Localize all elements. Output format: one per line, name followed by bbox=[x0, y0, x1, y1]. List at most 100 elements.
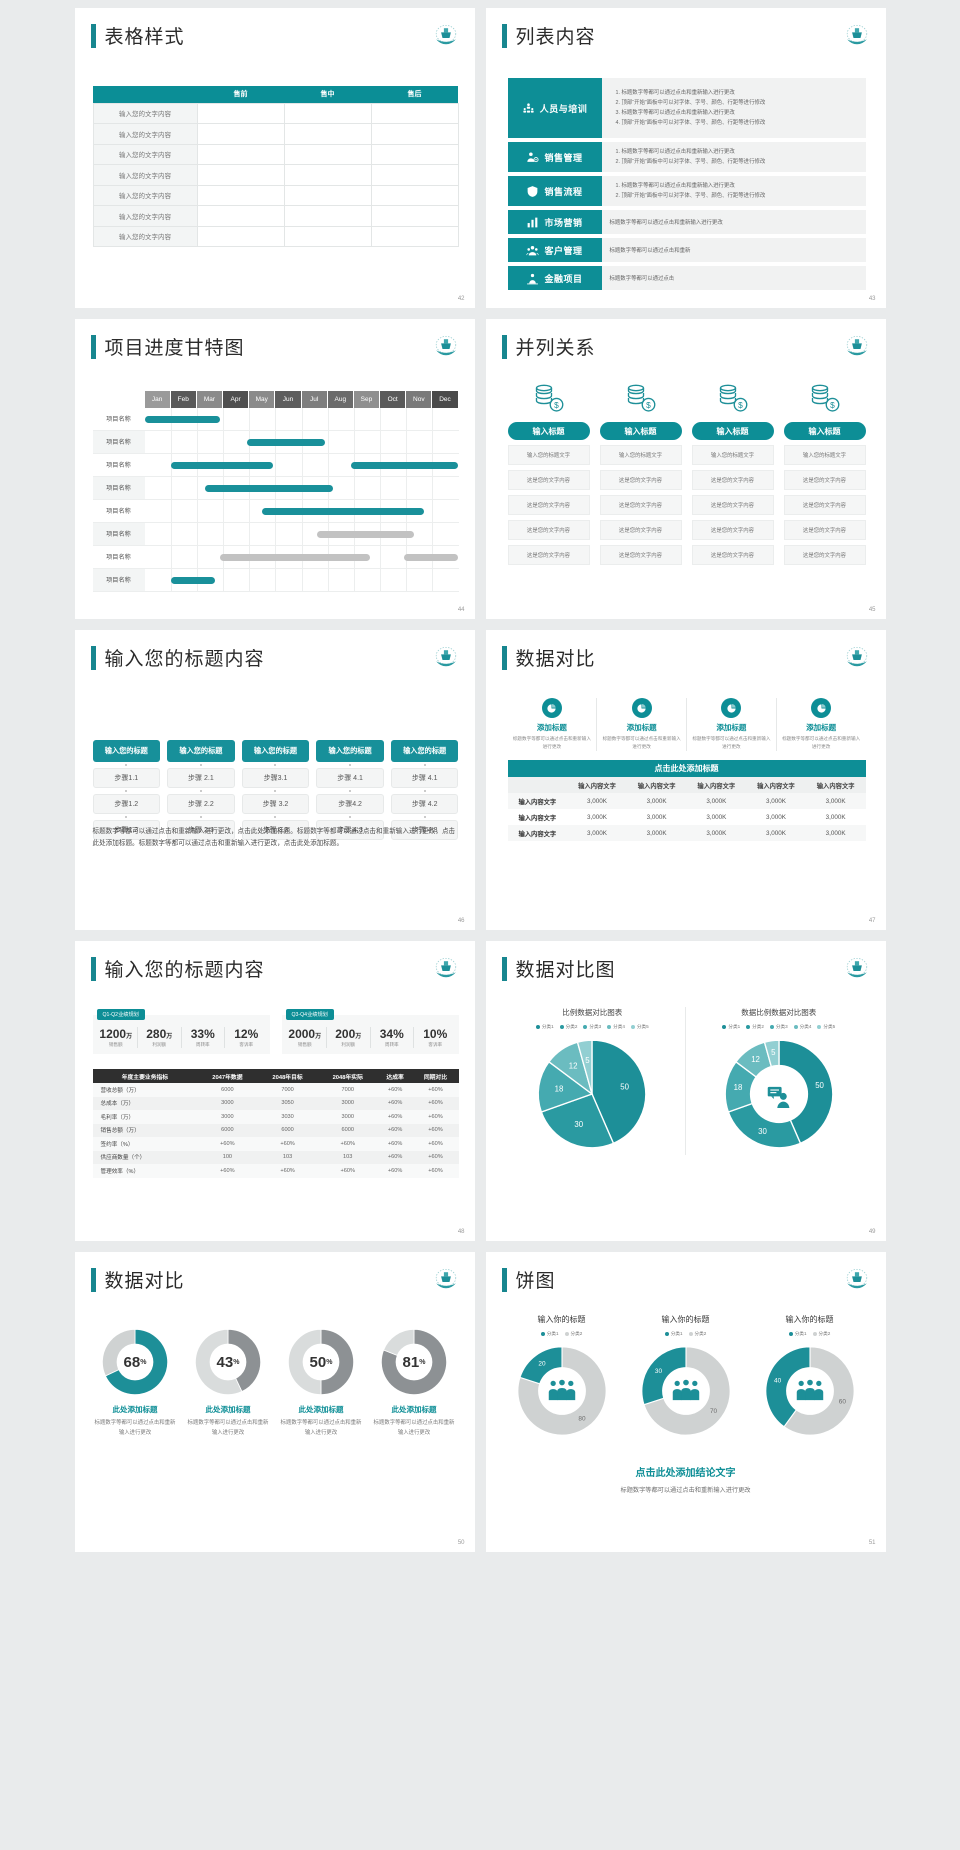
gantt-bar[interactable] bbox=[145, 416, 221, 423]
step-column-header[interactable]: 输入您的标题 bbox=[390, 740, 459, 762]
column-cell[interactable]: 这是您的文字内容 bbox=[507, 545, 590, 565]
step-column-header[interactable]: 输入您的标题 bbox=[167, 740, 235, 762]
list-item[interactable]: 金融项目 标题数字等都可以通过点击 bbox=[507, 266, 866, 290]
table-cell: 3000 bbox=[197, 1110, 258, 1124]
column-title-button[interactable]: 输入标题 bbox=[507, 422, 590, 440]
gantt-gridline bbox=[170, 546, 172, 568]
list-item-tag[interactable]: 金融项目 bbox=[507, 266, 602, 290]
step-cell[interactable]: 步骤1.2 bbox=[92, 794, 161, 814]
gantt-rows: 项目名称 项目名称 项目名称 项目名称 项目名称 项目名称 项目名称 项目名称 bbox=[92, 408, 459, 592]
step-column-header[interactable]: 输入您的标题 bbox=[241, 740, 310, 762]
card-title: 添加标题 bbox=[806, 723, 837, 732]
step-column-header[interactable]: 输入您的标题 bbox=[92, 740, 161, 762]
kpi-cell: 12% 客诉率 bbox=[225, 1027, 268, 1048]
table-cell bbox=[196, 205, 285, 227]
list-item[interactable]: 销售流程 标题数字等都可以通过点击和重新输入进行更改顶部“开始”面板中可以对字体、… bbox=[507, 176, 866, 206]
column-cell[interactable]: 输入您的标题文字 bbox=[507, 445, 590, 465]
gantt-bar[interactable] bbox=[170, 577, 216, 584]
column-cell[interactable]: 这是您的文字内容 bbox=[691, 545, 774, 565]
list-item[interactable]: 市场营销 标题数字等都可以通过点击和重新输入进行更改 bbox=[507, 210, 866, 234]
step-cell[interactable]: 步骤1.3 bbox=[92, 820, 161, 840]
table-cell: 3,000K bbox=[646, 813, 667, 821]
list-item-tag[interactable]: 销售流程 bbox=[507, 176, 602, 206]
column-cell[interactable]: 这是您的文字内容 bbox=[507, 520, 590, 540]
column-cell[interactable]: 这是您的文字内容 bbox=[599, 545, 682, 565]
column-cell[interactable]: 这是您的文字内容 bbox=[599, 520, 682, 540]
list-item-body: 标题数字等都可以通过点击 bbox=[601, 266, 866, 290]
column-cell[interactable]: 这是您的文字内容 bbox=[507, 495, 590, 515]
pie-slice[interactable] bbox=[537, 1060, 594, 1113]
gantt-bar[interactable] bbox=[220, 554, 370, 561]
column-cell[interactable]: 这是您的文字内容 bbox=[599, 470, 682, 490]
list-item-tag[interactable]: 市场营销 bbox=[507, 210, 602, 234]
gantt-row-label: 项目名称 bbox=[92, 500, 145, 523]
column-title-button[interactable]: 输入标题 bbox=[691, 422, 774, 440]
list-item-tag[interactable]: 客户管理 bbox=[507, 238, 602, 262]
step-cell[interactable]: 步骤3.1 bbox=[241, 768, 310, 788]
list-item[interactable]: 人员与培训 标题数字等都可以通过点击和重新输入进行更改顶部“开始”面板中可以对字体… bbox=[507, 78, 866, 138]
gantt-bar[interactable] bbox=[170, 462, 273, 469]
column-cell[interactable]: 这是您的文字内容 bbox=[691, 520, 774, 540]
list-item-label: 金融项目 bbox=[544, 273, 583, 284]
gantt-bar[interactable] bbox=[403, 554, 459, 561]
column-title-button[interactable]: 输入标题 bbox=[783, 422, 866, 440]
gantt-bar[interactable] bbox=[246, 439, 326, 446]
pie-slice[interactable] bbox=[591, 1039, 647, 1145]
donut-hole bbox=[302, 1343, 340, 1381]
column-cell[interactable]: 输入您的标题文字 bbox=[691, 445, 774, 465]
table-header-row: 年度主要业务指标 2047年数据 2048年目标 2048年实际 达成率 同期对比 bbox=[92, 1069, 459, 1083]
pie-slice[interactable] bbox=[540, 1093, 615, 1149]
step-cell[interactable]: 步骤 4.1 bbox=[316, 768, 384, 788]
step-column: 输入您的标题 步骤 4.1 步骤4.2 步骤 4.3 bbox=[316, 740, 384, 840]
gantt-gridline bbox=[353, 569, 355, 591]
column-cell[interactable]: 这是您的文字内容 bbox=[783, 495, 866, 515]
content-list: 人员与培训标题数字等都可以通过点击和重新输入进行更改顶部“开始”面板中可以对字体… bbox=[507, 78, 866, 294]
column-title-button[interactable]: 输入标题 bbox=[599, 422, 682, 440]
gantt-row: 项目名称 bbox=[92, 569, 459, 592]
step-columns: 输入您的标题 步骤1.1 步骤1.2 步骤1.3 输入您的标题 步骤 2.1 步骤 2.2 步… bbox=[92, 740, 459, 840]
step-cell[interactable]: 步骤 4.3 bbox=[390, 820, 459, 840]
gantt-bar[interactable] bbox=[351, 462, 459, 469]
column-cell[interactable]: 这是您的文字内容 bbox=[783, 520, 866, 540]
step-cell[interactable]: 步骤 4.2 bbox=[390, 794, 459, 814]
step-cell[interactable]: 步骤 4.3 bbox=[316, 820, 384, 840]
column-cell[interactable]: 这是您的文字内容 bbox=[783, 545, 866, 565]
column-cell[interactable]: 这是您的文字内容 bbox=[599, 495, 682, 515]
slide-header: 表格样式 bbox=[75, 8, 475, 49]
step-cell[interactable]: 步骤4.2 bbox=[316, 794, 384, 814]
list-item[interactable]: 客户管理 标题数字等都可以通过点击和重新 bbox=[507, 238, 866, 262]
gantt-bar[interactable] bbox=[204, 485, 333, 492]
coins-money-icon: $ bbox=[532, 383, 566, 418]
step-cell[interactable]: 步骤 3.2 bbox=[241, 794, 310, 814]
step-cell[interactable]: 步骤 2.1 bbox=[167, 768, 235, 788]
legend-item: 分类4 bbox=[793, 1024, 811, 1030]
table-header-cell: 达成率 bbox=[377, 1069, 413, 1083]
list-item-tag[interactable]: 销售管理 bbox=[507, 142, 602, 172]
page-number: 48 bbox=[457, 1229, 465, 1235]
step-cell[interactable]: 步骤 2.2 bbox=[167, 794, 235, 814]
column-cell[interactable]: 这是您的文字内容 bbox=[783, 470, 866, 490]
step-cell[interactable]: 步骤1.1 bbox=[92, 768, 161, 788]
list-item-tag[interactable]: 人员与培训 bbox=[507, 78, 602, 138]
step-cell[interactable]: 步骤 3.3 bbox=[241, 820, 310, 840]
gantt-bar[interactable] bbox=[262, 508, 425, 515]
column-cell[interactable]: 输入您的标题文字 bbox=[599, 445, 682, 465]
column-cell[interactable]: 输入您的标题文字 bbox=[783, 445, 866, 465]
pie-slice[interactable] bbox=[576, 1039, 593, 1095]
legend-label: 分类1 bbox=[728, 1024, 741, 1029]
column-cell[interactable]: 这是您的文字内容 bbox=[691, 495, 774, 515]
step-cell[interactable]: 步骤 2.3 bbox=[167, 820, 235, 840]
column-cell[interactable]: 这是您的文字内容 bbox=[691, 470, 774, 490]
slide-header: 数据对比图 bbox=[486, 941, 886, 982]
gantt-track bbox=[144, 408, 459, 431]
pie-slice-label: 18 bbox=[733, 1083, 742, 1092]
step-column-header[interactable]: 输入您的标题 bbox=[316, 740, 384, 762]
column-cell[interactable]: 这是您的文字内容 bbox=[507, 470, 590, 490]
gantt-gridline bbox=[432, 500, 434, 522]
gantt-bar[interactable] bbox=[317, 531, 414, 538]
list-item[interactable]: 销售管理 标题数字等都可以通过点击和重新输入进行更改顶部“开始”面板中可以对字体、… bbox=[507, 142, 866, 172]
table-cell: 7000 bbox=[257, 1083, 318, 1097]
step-column: 输入您的标题 步骤 4.1 步骤 4.2 步骤 4.3 bbox=[390, 740, 459, 840]
step-cell[interactable]: 步骤 4.1 bbox=[390, 768, 459, 788]
chart-canvas: 50 30 18 12 5 bbox=[536, 1038, 648, 1155]
